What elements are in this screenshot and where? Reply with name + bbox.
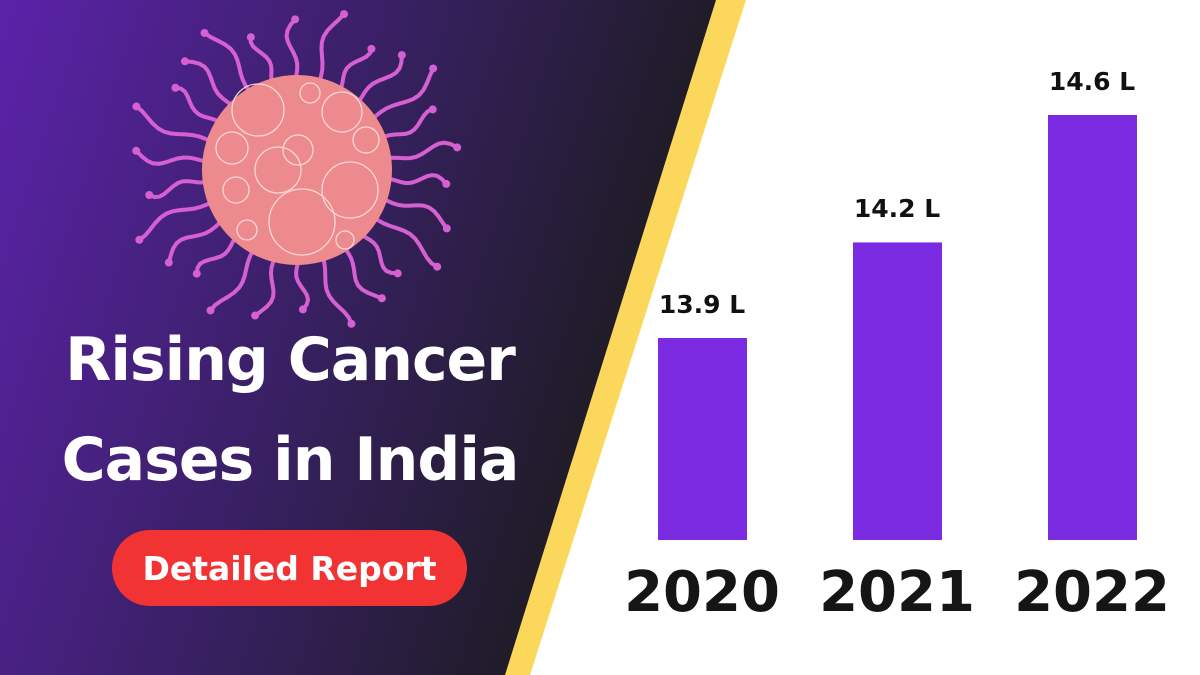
x-tick-2020: 2020 bbox=[624, 560, 780, 625]
tentacle-tip bbox=[192, 269, 201, 278]
tentacle-tip bbox=[132, 146, 141, 155]
tentacle-tip bbox=[429, 64, 438, 73]
tentacle bbox=[202, 31, 256, 99]
tentacle-tip bbox=[298, 305, 307, 314]
detailed-report-button[interactable]: Detailed Report bbox=[112, 530, 467, 606]
tentacle-tip bbox=[246, 33, 255, 42]
cancer-cell-icon bbox=[202, 75, 392, 265]
tentacle bbox=[356, 229, 400, 276]
tentacle-tip bbox=[135, 235, 144, 244]
tentacle-tip bbox=[145, 191, 154, 200]
tentacle bbox=[379, 196, 449, 231]
tentacle bbox=[353, 53, 404, 109]
tentacle-tip bbox=[200, 28, 209, 37]
data-label-2020: 13.9 L bbox=[658, 290, 746, 319]
tentacle bbox=[384, 173, 449, 186]
tentacle bbox=[134, 104, 215, 144]
tentacle-tip bbox=[377, 294, 386, 303]
x-tick-2022: 2022 bbox=[1014, 560, 1170, 625]
tentacle-tip bbox=[171, 83, 180, 92]
cancer-cell-tentacles bbox=[132, 10, 462, 328]
tentacle bbox=[166, 217, 226, 265]
tentacle bbox=[183, 59, 238, 111]
tentacle bbox=[318, 248, 354, 326]
tentacle bbox=[370, 214, 440, 269]
tentacle-tip bbox=[206, 306, 215, 315]
tentacle-tip bbox=[251, 311, 260, 320]
tentacle-tip bbox=[397, 51, 406, 60]
bar-2022 bbox=[1048, 114, 1137, 540]
tentacle bbox=[147, 179, 210, 200]
tentacle bbox=[253, 249, 280, 318]
bar-2020 bbox=[658, 338, 747, 540]
tentacle-tip bbox=[347, 319, 356, 328]
tentacle-tip bbox=[164, 258, 173, 267]
tentacle bbox=[137, 199, 216, 242]
tentacle-tip bbox=[442, 224, 451, 233]
tentacle bbox=[338, 241, 384, 301]
tentacle bbox=[134, 148, 210, 166]
tentacle-tip bbox=[433, 262, 442, 271]
x-tick-2021: 2021 bbox=[819, 560, 975, 625]
tentacle-tip bbox=[132, 102, 141, 111]
tentacle bbox=[194, 231, 241, 276]
tentacle bbox=[384, 140, 460, 161]
tentacle bbox=[314, 12, 346, 91]
dark-panel bbox=[0, 0, 716, 675]
headline-line-2: Cases in India bbox=[61, 425, 520, 495]
tentacle bbox=[208, 242, 259, 313]
headline-line-1: Rising Cancer bbox=[65, 325, 516, 395]
tentacle-tip bbox=[393, 269, 402, 278]
tentacle-tip bbox=[442, 179, 451, 188]
tentacle-tip bbox=[180, 57, 189, 66]
tentacle-tip bbox=[428, 105, 437, 114]
data-label-2022: 14.6 L bbox=[1048, 66, 1136, 96]
bar-2021 bbox=[853, 242, 942, 540]
tentacle bbox=[368, 66, 436, 123]
tentacle-tip bbox=[340, 10, 349, 19]
tentacle bbox=[378, 107, 435, 141]
tentacle-tip bbox=[453, 143, 462, 152]
tentacle-tip bbox=[367, 44, 376, 53]
tentacle-tip bbox=[291, 15, 300, 24]
bar-chart bbox=[658, 114, 1137, 540]
tentacle bbox=[173, 85, 224, 126]
data-label-2021: 14.2 L bbox=[853, 194, 941, 224]
